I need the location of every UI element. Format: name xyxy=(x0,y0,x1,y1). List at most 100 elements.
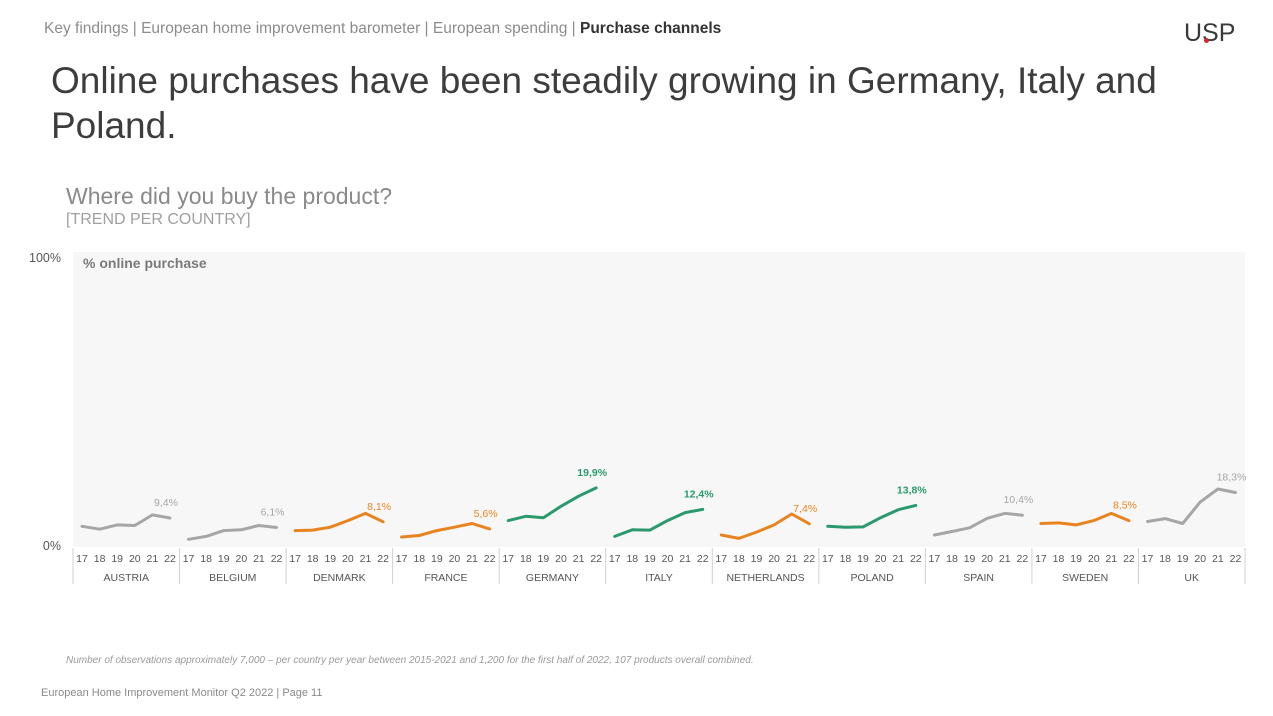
data-label: 6,1% xyxy=(261,506,285,518)
x-tick-label: 21 xyxy=(466,553,478,565)
data-label: 13,8% xyxy=(897,484,927,496)
x-tick-label: 21 xyxy=(1105,553,1117,565)
x-tick-label: 19 xyxy=(1177,553,1189,565)
chart-panel xyxy=(73,252,1245,547)
x-tick-label: 21 xyxy=(679,553,691,565)
series-line-denmark xyxy=(293,511,385,533)
x-tick-label: 21 xyxy=(1212,553,1224,565)
series-line-france xyxy=(400,522,492,539)
x-tick-label: 18 xyxy=(946,553,958,565)
x-tick-label: 19 xyxy=(111,553,123,565)
x-tick-label: 22 xyxy=(484,553,496,565)
data-label: 10,4% xyxy=(1003,494,1033,506)
breadcrumb-separator: | xyxy=(128,20,142,37)
x-tick-label: 19 xyxy=(1070,553,1082,565)
country-label: FRANCE xyxy=(424,572,467,584)
breadcrumb-current: Purchase channels xyxy=(579,20,722,37)
x-tick-label: 22 xyxy=(910,553,922,565)
x-tick-label: 21 xyxy=(786,553,798,565)
chart-question: Where did you buy the product? xyxy=(66,183,393,209)
x-tick-label: 22 xyxy=(1017,553,1029,565)
page-title: Online purchases have been steadily grow… xyxy=(51,60,1157,146)
x-tick-label: 19 xyxy=(538,553,550,565)
country-label: UK xyxy=(1184,572,1199,584)
series-line-netherlands xyxy=(719,512,811,540)
chart-subquestion: [TREND PER COUNTRY] xyxy=(66,211,251,228)
x-tick-label: 20 xyxy=(981,553,993,565)
x-tick-label: 18 xyxy=(1159,553,1171,565)
country-label: SPAIN xyxy=(963,572,994,584)
x-tick-label: 20 xyxy=(875,553,887,565)
page-footer: European Home Improvement Monitor Q2 202… xyxy=(41,687,323,699)
x-tick-label: 20 xyxy=(662,553,674,565)
country-label: AUSTRIA xyxy=(104,572,150,584)
chart-title: % online purchase xyxy=(83,255,207,271)
x-tick-label: 18 xyxy=(94,553,106,565)
country-label: POLAND xyxy=(850,572,894,584)
x-tick-label: 17 xyxy=(1035,553,1047,565)
y-tick-label: 0% xyxy=(43,539,61,553)
x-tick-label: 20 xyxy=(129,553,141,565)
x-tick-label: 19 xyxy=(324,553,336,565)
breadcrumb-item[interactable]: European spending xyxy=(432,20,568,37)
x-tick-label: 17 xyxy=(502,553,514,565)
series-line-italy xyxy=(613,507,705,538)
series-line-uk xyxy=(1146,487,1237,525)
x-tick-label: 17 xyxy=(929,553,941,565)
x-tick-label: 20 xyxy=(342,553,354,565)
breadcrumb-item[interactable]: European home improvement barometer xyxy=(141,20,421,37)
x-tick-label: 18 xyxy=(1053,553,1065,565)
x-tick-label: 21 xyxy=(999,553,1011,565)
y-tick-label: 100% xyxy=(29,251,61,265)
country-label: DENMARK xyxy=(313,572,366,584)
data-label: 7,4% xyxy=(793,503,817,515)
x-tick-label: 20 xyxy=(555,553,567,565)
x-tick-label: 21 xyxy=(360,553,372,565)
series-line-austria xyxy=(80,513,172,531)
logo-text: USP xyxy=(1184,19,1236,47)
x-tick-label: 22 xyxy=(377,553,389,565)
x-tick-label: 17 xyxy=(76,553,88,565)
x-tick-label: 21 xyxy=(892,553,904,565)
x-tick-label: 22 xyxy=(271,553,283,565)
series-line-germany xyxy=(506,486,598,523)
breadcrumb-separator: | xyxy=(420,20,433,37)
country-label: NETHERLANDS xyxy=(726,572,804,584)
x-tick-label: 19 xyxy=(751,553,763,565)
country-label: BELGIUM xyxy=(209,572,256,584)
series-line-poland xyxy=(826,503,918,529)
x-tick-label: 21 xyxy=(147,553,159,565)
footnote: Number of observations approximately 7,0… xyxy=(66,655,754,666)
x-tick-label: 22 xyxy=(1230,553,1242,565)
x-tick-label: 17 xyxy=(183,553,195,565)
x-tick-label: 22 xyxy=(164,553,176,565)
breadcrumb-item[interactable]: Key findings xyxy=(44,20,129,37)
data-label: 9,4% xyxy=(154,497,178,509)
x-tick-label: 22 xyxy=(697,553,709,565)
x-tick-label: 19 xyxy=(644,553,656,565)
breadcrumb-separator: | xyxy=(567,20,580,37)
country-label: ITALY xyxy=(645,572,673,584)
x-tick-label: 17 xyxy=(396,553,408,565)
series-line-spain xyxy=(932,511,1024,537)
x-tick-label: 18 xyxy=(413,553,425,565)
data-label: 5,6% xyxy=(474,508,498,520)
x-tick-label: 17 xyxy=(609,553,621,565)
x-tick-label: 18 xyxy=(307,553,319,565)
data-label: 8,5% xyxy=(1113,500,1137,512)
breadcrumb: Key findings | European home improvement… xyxy=(44,20,721,38)
x-tick-label: 18 xyxy=(626,553,638,565)
x-tick-label: 20 xyxy=(768,553,780,565)
series-line-sweden xyxy=(1039,511,1131,527)
data-label: 18,3% xyxy=(1217,471,1247,483)
x-tick-label: 21 xyxy=(573,553,585,565)
data-label: 12,4% xyxy=(684,488,714,500)
x-tick-label: 22 xyxy=(803,553,815,565)
x-tick-label: 18 xyxy=(840,553,852,565)
x-tick-label: 18 xyxy=(733,553,745,565)
country-label: GERMANY xyxy=(526,572,579,584)
x-tick-label: 20 xyxy=(449,553,461,565)
x-tick-label: 17 xyxy=(1142,553,1154,565)
usp-logo: USP xyxy=(1184,19,1235,48)
